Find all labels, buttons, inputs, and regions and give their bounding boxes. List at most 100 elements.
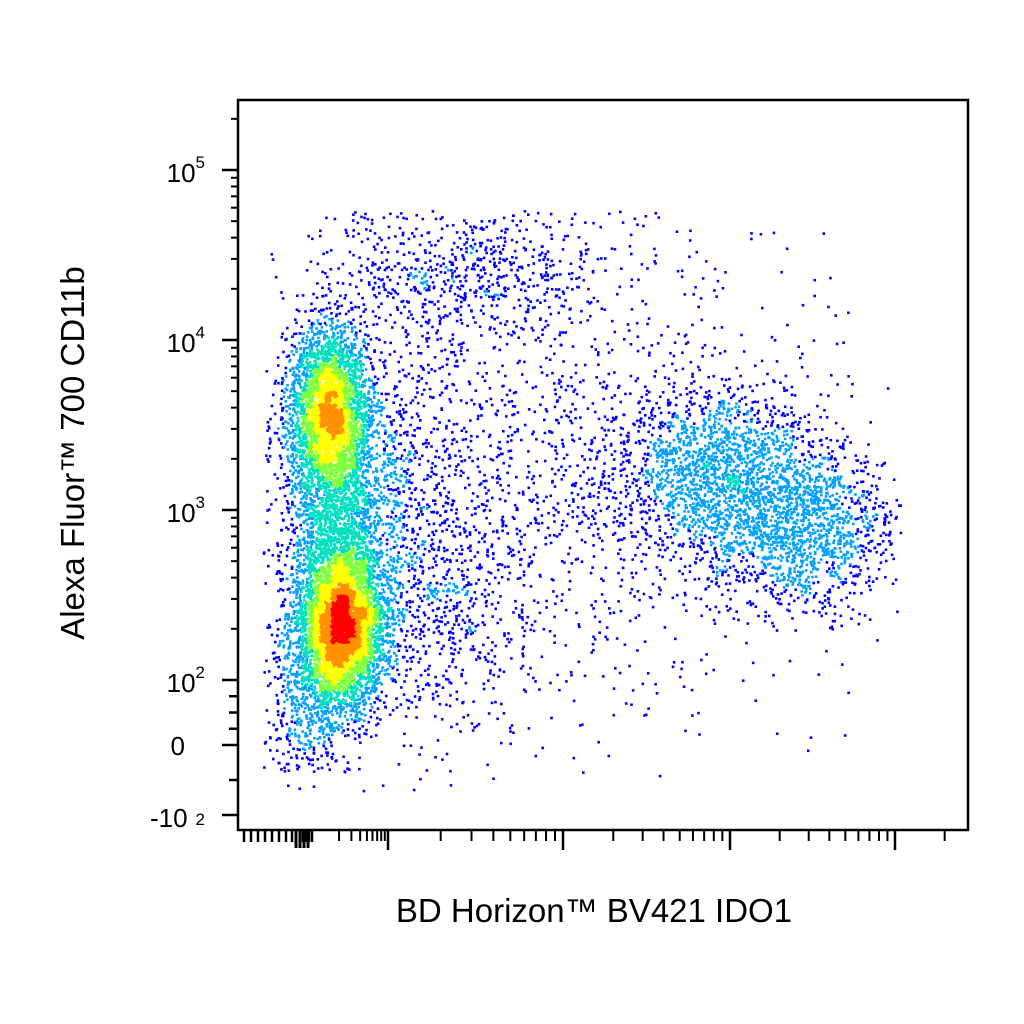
event-dot: [342, 673, 346, 676]
event-dot: [338, 655, 342, 658]
event-dot: [336, 669, 340, 673]
event-dot: [375, 622, 378, 626]
event-dot: [305, 593, 309, 596]
event-dot: [372, 670, 375, 673]
event-dot: [326, 667, 330, 670]
event-dot: [302, 622, 305, 626]
event-dot: [316, 668, 319, 671]
event-dot: [337, 602, 340, 606]
event-dot: [337, 649, 340, 652]
event-dot: [327, 690, 330, 693]
event-dot: [354, 720, 357, 723]
event-dot: [372, 551, 376, 554]
event-dot: [298, 635, 302, 639]
event-dot: [350, 666, 354, 670]
event-dot: [337, 571, 341, 575]
event-dot: [395, 654, 398, 657]
event-dot: [372, 628, 375, 631]
event-dot: [327, 598, 330, 602]
event-dot: [349, 577, 352, 581]
event-dot: [290, 517, 294, 521]
event-dot: [352, 601, 355, 605]
event-dot: [335, 300, 339, 303]
event-dot: [342, 706, 345, 709]
event-dot: [392, 628, 396, 631]
event-dot: [296, 619, 299, 623]
event-dot: [392, 665, 396, 669]
event-dot: [339, 650, 342, 654]
event-dot: [381, 648, 385, 652]
event-dot: [379, 651, 382, 654]
event-dot: [352, 681, 356, 684]
event-dot: [319, 657, 323, 660]
event-dot: [314, 681, 317, 684]
event-dot: [287, 615, 290, 618]
event-dot: [371, 612, 375, 616]
event-dot: [324, 632, 328, 635]
event-dot: [359, 613, 363, 617]
event-dot: [331, 553, 335, 556]
event-dot: [299, 651, 303, 654]
event-dot: [337, 691, 341, 695]
event-dot: [328, 726, 332, 730]
event-dot: [359, 621, 362, 625]
event-dot: [384, 622, 387, 626]
event-dot: [314, 657, 317, 661]
event-dot: [344, 650, 347, 654]
event-dot: [357, 661, 360, 664]
event-dot: [374, 644, 378, 648]
event-dot: [327, 625, 330, 629]
event-dot: [372, 664, 375, 668]
event-dot: [357, 679, 360, 683]
event-dot: [362, 640, 366, 643]
event-dot: [338, 569, 342, 573]
event-dot: [343, 643, 347, 647]
event-dot: [330, 592, 333, 595]
event-dot: [335, 326, 339, 329]
event-dot: [396, 601, 400, 605]
event-dot: [372, 569, 376, 573]
event-dot: [381, 608, 384, 612]
event-dot: [356, 666, 360, 669]
event-dot: [353, 663, 356, 667]
event-dot: [368, 620, 372, 623]
event-dot: [368, 692, 372, 695]
event-dot: [367, 686, 371, 690]
event-dot: [357, 702, 360, 705]
event-dot: [296, 416, 300, 420]
event-dot: [371, 593, 374, 597]
event-dot: [325, 617, 329, 621]
event-dot: [308, 676, 311, 679]
event-dot: [338, 601, 342, 605]
event-dot: [301, 611, 305, 614]
event-dot: [302, 363, 305, 367]
event-dot: [365, 634, 368, 637]
event-dot: [305, 660, 308, 663]
event-dot: [310, 615, 313, 618]
event-dot: [314, 645, 317, 649]
event-dot: [322, 547, 325, 550]
event-dot: [386, 561, 390, 564]
event-dot: [292, 466, 295, 469]
event-dot: [361, 369, 364, 372]
event-dot: [346, 325, 350, 329]
event-dot: [312, 589, 315, 593]
event-dot: [340, 672, 343, 675]
event-dot: [369, 425, 372, 428]
event-dot: [334, 669, 337, 672]
event-dot: [392, 633, 395, 637]
event-dot: [267, 564, 270, 568]
event-dot: [358, 710, 362, 714]
event-dot: [296, 590, 299, 594]
event-dot: [355, 552, 358, 555]
event-dot: [282, 646, 286, 649]
event-dot: [374, 680, 377, 683]
event-dot: [362, 603, 366, 606]
event-dot: [336, 642, 340, 646]
event-dot: [340, 618, 344, 622]
event-dot: [310, 481, 313, 485]
event-dot: [336, 667, 340, 671]
event-dot: [321, 675, 325, 679]
event-dot: [359, 559, 363, 562]
event-dot: [335, 642, 338, 645]
